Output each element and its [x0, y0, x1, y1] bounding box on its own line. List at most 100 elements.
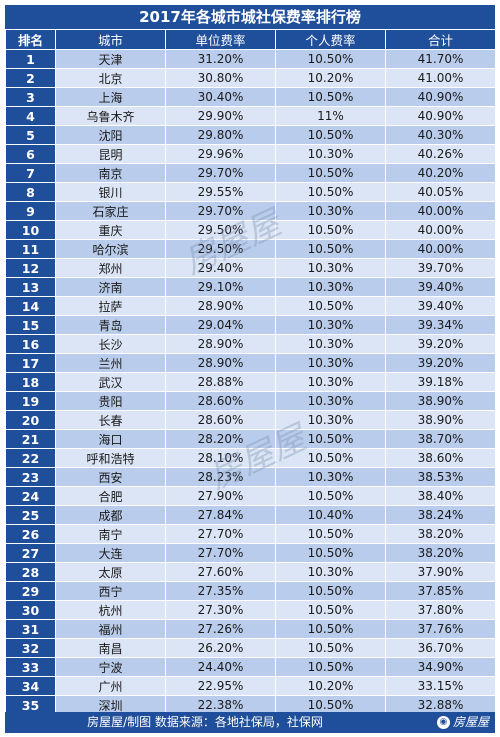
cell-city: 武汉	[55, 372, 166, 392]
cell-rank: 21	[5, 429, 56, 449]
table-row: 21 海口 28.20% 10.50% 38.70%	[5, 429, 496, 449]
cell-total: 41.00%	[385, 68, 496, 88]
cell-rank: 16	[5, 334, 56, 354]
table-row: 6 昆明 29.96% 10.30% 40.26%	[5, 144, 496, 164]
cell-employer-rate: 28.60%	[165, 391, 276, 411]
table-row: 8 银川 29.55% 10.50% 40.05%	[5, 182, 496, 202]
cell-total: 37.85%	[385, 581, 496, 601]
cell-rank: 15	[5, 315, 56, 335]
cell-total: 38.90%	[385, 410, 496, 430]
cell-city: 乌鲁木齐	[55, 106, 166, 126]
cell-city: 天津	[55, 49, 166, 69]
cell-rank: 14	[5, 296, 56, 316]
cell-city: 北京	[55, 68, 166, 88]
cell-employer-rate: 26.20%	[165, 638, 276, 658]
cell-city: 南宁	[55, 524, 166, 544]
brand-logo-icon: ◉	[436, 716, 450, 729]
table-row: 29 西宁 27.35% 10.50% 37.85%	[5, 581, 496, 601]
cell-personal-rate: 10.50%	[275, 220, 386, 240]
cell-personal-rate: 10.50%	[275, 657, 386, 677]
cell-employer-rate: 29.70%	[165, 201, 276, 221]
table-row: 16 长沙 28.90% 10.30% 39.20%	[5, 334, 496, 354]
cell-total: 38.20%	[385, 524, 496, 544]
cell-rank: 31	[5, 619, 56, 639]
cell-total: 37.90%	[385, 562, 496, 582]
cell-employer-rate: 30.80%	[165, 68, 276, 88]
table-row: 19 贵阳 28.60% 10.30% 38.90%	[5, 391, 496, 411]
cell-city: 贵阳	[55, 391, 166, 411]
cell-employer-rate: 28.90%	[165, 353, 276, 373]
cell-personal-rate: 10.30%	[275, 410, 386, 430]
cell-personal-rate: 10.40%	[275, 505, 386, 525]
cell-total: 37.80%	[385, 600, 496, 620]
table-row: 4 乌鲁木齐 29.90% 11% 40.90%	[5, 106, 496, 126]
cell-total: 38.53%	[385, 467, 496, 487]
cell-rank: 23	[5, 467, 56, 487]
cell-city: 南京	[55, 163, 166, 183]
cell-personal-rate: 10.50%	[275, 163, 386, 183]
table-row: 15 青岛 29.04% 10.30% 39.34%	[5, 315, 496, 335]
cell-personal-rate: 10.50%	[275, 182, 386, 202]
cell-personal-rate: 10.30%	[275, 372, 386, 392]
cell-total: 34.90%	[385, 657, 496, 677]
cell-personal-rate: 10.50%	[275, 486, 386, 506]
cell-personal-rate: 10.50%	[275, 581, 386, 601]
table-row: 31 福州 27.26% 10.50% 37.76%	[5, 619, 496, 639]
header-city: 城市	[55, 29, 166, 50]
table-row: 22 呼和浩特 28.10% 10.50% 38.60%	[5, 448, 496, 468]
cell-employer-rate: 28.90%	[165, 296, 276, 316]
cell-employer-rate: 27.84%	[165, 505, 276, 525]
cell-total: 32.88%	[385, 695, 496, 715]
cell-employer-rate: 27.35%	[165, 581, 276, 601]
cell-rank: 11	[5, 239, 56, 259]
cell-employer-rate: 29.50%	[165, 220, 276, 240]
cell-city: 昆明	[55, 144, 166, 164]
ranking-table: 排名 城市 单位费率 个人费率 合计 1 天津 31.20% 10.50% 41.70%…	[5, 29, 496, 715]
cell-total: 38.20%	[385, 543, 496, 563]
table-row: 34 广州 22.95% 10.20% 33.15%	[5, 676, 496, 696]
cell-personal-rate: 10.30%	[275, 258, 386, 278]
header-rank: 排名	[5, 29, 56, 50]
cell-employer-rate: 29.96%	[165, 144, 276, 164]
cell-total: 40.90%	[385, 87, 496, 107]
cell-rank: 6	[5, 144, 56, 164]
cell-rank: 28	[5, 562, 56, 582]
cell-total: 39.40%	[385, 296, 496, 316]
table-row: 18 武汉 28.88% 10.30% 39.18%	[5, 372, 496, 392]
cell-employer-rate: 29.80%	[165, 125, 276, 145]
footer-bar: 房屋屋/制图 数据来源：各地社保局，社保网 ◉ 房屋屋	[5, 712, 495, 733]
cell-total: 40.26%	[385, 144, 496, 164]
table-row: 2 北京 30.80% 10.20% 41.00%	[5, 68, 496, 88]
cell-city: 哈尔滨	[55, 239, 166, 259]
cell-total: 38.70%	[385, 429, 496, 449]
cell-employer-rate: 27.60%	[165, 562, 276, 582]
cell-personal-rate: 10.30%	[275, 277, 386, 297]
cell-personal-rate: 10.50%	[275, 125, 386, 145]
cell-rank: 34	[5, 676, 56, 696]
cell-total: 39.70%	[385, 258, 496, 278]
cell-employer-rate: 29.55%	[165, 182, 276, 202]
cell-employer-rate: 28.60%	[165, 410, 276, 430]
cell-employer-rate: 27.70%	[165, 524, 276, 544]
cell-employer-rate: 28.10%	[165, 448, 276, 468]
cell-city: 成都	[55, 505, 166, 525]
cell-rank: 7	[5, 163, 56, 183]
cell-total: 39.20%	[385, 353, 496, 373]
table-row: 27 大连 27.70% 10.50% 38.20%	[5, 543, 496, 563]
cell-employer-rate: 29.50%	[165, 239, 276, 259]
table-row: 25 成都 27.84% 10.40% 38.24%	[5, 505, 496, 525]
cell-personal-rate: 10.50%	[275, 448, 386, 468]
cell-personal-rate: 10.50%	[275, 619, 386, 639]
table-row: 12 郑州 29.40% 10.30% 39.70%	[5, 258, 496, 278]
header-row: 排名 城市 单位费率 个人费率 合计	[5, 29, 496, 50]
cell-city: 南昌	[55, 638, 166, 658]
cell-employer-rate: 31.20%	[165, 49, 276, 69]
cell-city: 宁波	[55, 657, 166, 677]
cell-personal-rate: 11%	[275, 106, 386, 126]
cell-personal-rate: 10.50%	[275, 543, 386, 563]
cell-city: 长沙	[55, 334, 166, 354]
cell-rank: 2	[5, 68, 56, 88]
table-row: 1 天津 31.20% 10.50% 41.70%	[5, 49, 496, 69]
cell-employer-rate: 29.10%	[165, 277, 276, 297]
cell-rank: 24	[5, 486, 56, 506]
